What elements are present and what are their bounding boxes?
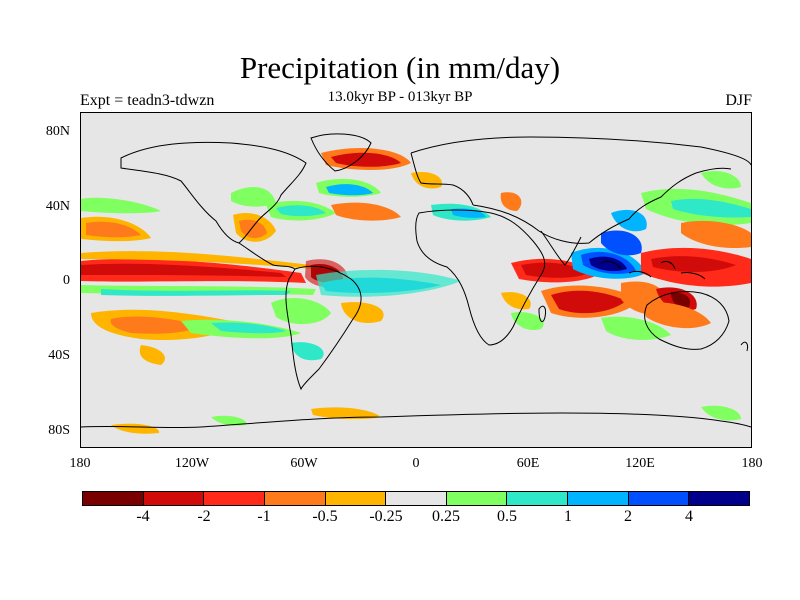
legend-label: 1 (564, 508, 572, 525)
legend-color-swatch (143, 492, 205, 505)
x-tick-label: 180 (69, 456, 91, 471)
precipitation-map (80, 112, 752, 448)
legend-color-swatch (568, 492, 629, 505)
legend-color-swatch (689, 492, 750, 505)
y-tick-label: 40N (45, 199, 70, 214)
map-subtitle: 13.0kyr BP - 013kyr BP (327, 89, 473, 105)
x-tick-label: 180 (741, 456, 763, 471)
experiment-label: Expt = teadn3-tdwzn (80, 92, 215, 109)
legend-color-swatch (264, 492, 326, 505)
legend-color-swatch (386, 492, 447, 505)
x-tick-label: 120W (174, 456, 210, 471)
x-tick-label: 120E (625, 456, 655, 471)
legend-label: 0.5 (497, 508, 517, 525)
anomaly-shading (81, 148, 751, 434)
map-title: Precipitation (in mm/day) (239, 50, 561, 85)
legend-label: 0.25 (432, 508, 460, 525)
y-tick-label: 40S (48, 348, 70, 363)
season-label: DJF (725, 92, 752, 109)
legend-color-swatch (325, 492, 387, 505)
legend-color-swatch (628, 492, 690, 505)
legend-color-swatch (83, 492, 144, 505)
legend-color-swatch (446, 492, 508, 505)
legend-label: 2 (624, 508, 632, 525)
legend-label: 4 (685, 508, 693, 525)
y-tick-label: 0 (63, 273, 70, 288)
x-tick-label: 0 (412, 456, 420, 471)
y-tick-label: 80N (45, 124, 70, 139)
legend-label: -1 (257, 508, 271, 525)
legend-label: -2 (197, 508, 211, 525)
legend-color-swatch (507, 492, 569, 505)
coastlines (81, 133, 751, 429)
legend-label: -0.25 (369, 508, 403, 525)
legend-label: -0.5 (312, 508, 338, 525)
x-tick-label: 60E (516, 456, 540, 471)
x-tick-label: 60W (290, 456, 318, 471)
color-legend-bar (82, 491, 750, 506)
y-tick-label: 80S (48, 423, 70, 438)
map-canvas (81, 133, 751, 434)
legend-label: -4 (136, 508, 150, 525)
legend-color-swatch (204, 492, 265, 505)
